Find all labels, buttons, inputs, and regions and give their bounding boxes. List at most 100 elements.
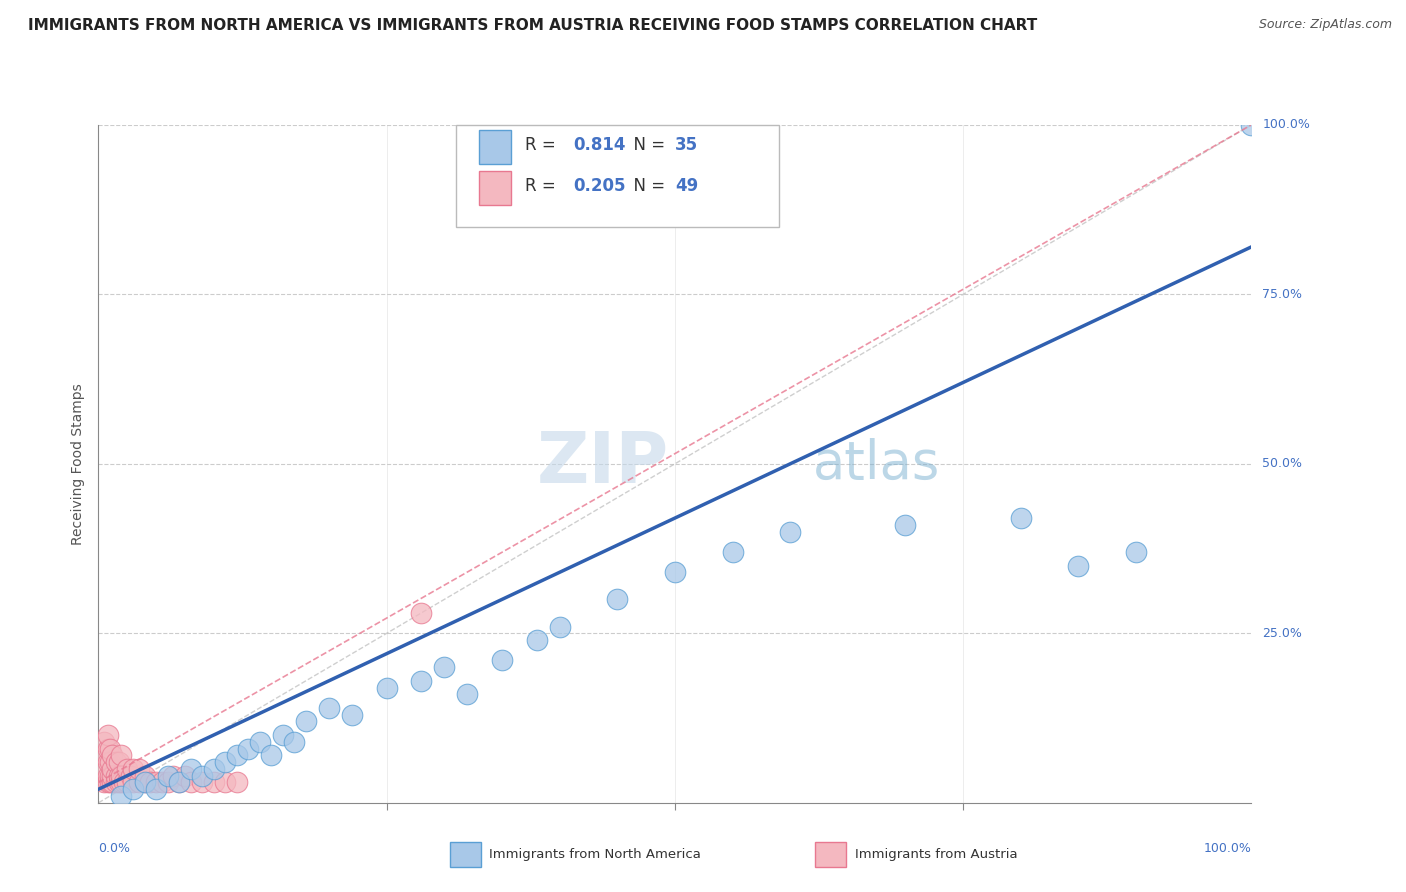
Point [156, 775, 179, 789]
Text: 0.205: 0.205 [574, 177, 626, 194]
Point [101, 775, 124, 789]
Point [664, 566, 686, 580]
Text: 49: 49 [675, 177, 699, 194]
Point [411, 673, 433, 688]
Point [108, 775, 131, 789]
Point [150, 775, 173, 789]
FancyBboxPatch shape [479, 130, 512, 164]
Point [779, 524, 801, 539]
Text: N =: N = [623, 177, 671, 194]
Point [117, 762, 138, 776]
Point [238, 741, 260, 756]
Point [134, 775, 156, 789]
Text: 75.0%: 75.0% [1263, 288, 1302, 301]
Point [225, 748, 247, 763]
Point [97, 728, 120, 742]
Point [134, 769, 156, 783]
Point [491, 653, 513, 667]
Point [145, 775, 167, 789]
Text: Immigrants from Austria: Immigrants from Austria [855, 848, 1018, 861]
Point [98, 741, 121, 756]
Point [156, 769, 179, 783]
Text: 100.0%: 100.0% [1263, 119, 1310, 131]
Text: IMMIGRANTS FROM NORTH AMERICA VS IMMIGRANTS FROM AUSTRIA RECEIVING FOOD STAMPS C: IMMIGRANTS FROM NORTH AMERICA VS IMMIGRA… [28, 18, 1038, 33]
Text: 0.814: 0.814 [574, 136, 626, 154]
Point [93, 775, 115, 789]
Point [97, 775, 120, 789]
Point [93, 735, 115, 749]
Point [167, 775, 190, 789]
Point [120, 769, 142, 783]
Text: ZIP: ZIP [537, 429, 669, 499]
Point [526, 633, 548, 648]
Point [456, 687, 478, 701]
Text: 35: 35 [675, 136, 697, 154]
Point [112, 775, 135, 789]
Point [93, 748, 115, 763]
Point [101, 769, 124, 783]
Point [128, 775, 150, 789]
Text: 50.0%: 50.0% [1263, 458, 1302, 470]
Point [104, 755, 127, 769]
Point [433, 660, 456, 674]
Point [110, 769, 132, 783]
Point [98, 775, 121, 789]
Point [894, 517, 917, 532]
Point [122, 775, 145, 789]
Point [97, 755, 120, 769]
Point [318, 701, 340, 715]
Text: Immigrants from North America: Immigrants from North America [489, 848, 702, 861]
Point [411, 606, 433, 620]
Point [1010, 511, 1032, 525]
Point [180, 762, 202, 776]
Point [108, 755, 131, 769]
Point [167, 775, 190, 789]
Point [98, 755, 121, 769]
Point [97, 769, 120, 783]
Text: R =: R = [524, 177, 561, 194]
Text: 100.0%: 100.0% [1204, 842, 1251, 855]
Text: atlas: atlas [813, 438, 941, 490]
Text: Source: ZipAtlas.com: Source: ZipAtlas.com [1258, 18, 1392, 31]
Point [548, 619, 571, 633]
Point [202, 775, 225, 789]
Point [108, 769, 131, 783]
Point [101, 762, 124, 776]
FancyBboxPatch shape [456, 125, 779, 227]
Text: N =: N = [623, 136, 671, 154]
Point [191, 769, 214, 783]
Point [134, 775, 156, 789]
Point [128, 762, 150, 776]
Point [174, 769, 197, 783]
Point [101, 748, 124, 763]
Point [214, 775, 236, 789]
Point [110, 789, 132, 803]
Point [139, 775, 162, 789]
Point [97, 741, 120, 756]
Point [202, 762, 225, 776]
Point [117, 775, 138, 789]
Point [162, 769, 184, 783]
Point [93, 762, 115, 776]
FancyBboxPatch shape [479, 171, 512, 204]
Point [214, 755, 236, 769]
Point [180, 775, 202, 789]
Point [98, 769, 121, 783]
Point [606, 592, 628, 607]
Point [1125, 545, 1147, 559]
Point [375, 681, 398, 695]
Point [225, 775, 247, 789]
Point [340, 707, 363, 722]
Point [191, 775, 214, 789]
Point [283, 735, 305, 749]
Point [721, 545, 744, 559]
Point [110, 748, 132, 763]
Text: 25.0%: 25.0% [1263, 627, 1302, 640]
Point [145, 782, 167, 797]
Point [104, 769, 127, 783]
Y-axis label: Receiving Food Stamps: Receiving Food Stamps [72, 383, 86, 545]
Point [122, 782, 145, 797]
Point [1067, 558, 1090, 573]
Text: R =: R = [524, 136, 561, 154]
Point [271, 728, 294, 742]
